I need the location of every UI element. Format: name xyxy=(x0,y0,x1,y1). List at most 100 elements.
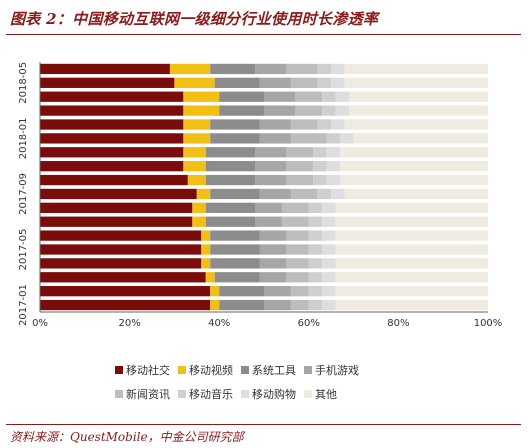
axes-group: 0% 20% 40% 60% 80% 100% 2017-01 2017-05 2017-09 2… xyxy=(18,62,502,329)
bar-segment xyxy=(335,105,350,116)
bar-segment xyxy=(349,105,488,116)
bar-segment xyxy=(205,272,215,283)
bar-segment xyxy=(40,244,202,255)
bar-segment xyxy=(205,216,256,227)
legend-item: 手机游戏 xyxy=(304,362,359,378)
x-tick-label: 20% xyxy=(118,318,140,329)
legend-row-1: 移动社交 移动视频 系统工具 手机游戏 xyxy=(115,362,435,378)
bar-segment xyxy=(331,63,345,75)
legend-label: 新闻资讯 xyxy=(126,388,170,401)
bar-segment xyxy=(290,133,327,144)
y-tick-label: 2018-01 xyxy=(18,117,29,159)
bar-segment xyxy=(183,147,206,158)
bar-segment xyxy=(331,119,345,130)
bar-segment xyxy=(281,202,309,213)
bar-segment xyxy=(40,91,184,102)
bar-segment xyxy=(308,216,323,227)
bar-segment xyxy=(344,63,488,75)
legend-item: 移动视频 xyxy=(178,362,233,378)
bar-segment xyxy=(205,147,256,158)
bar-segment xyxy=(259,119,291,130)
bar-segment xyxy=(40,216,193,227)
bar-segment xyxy=(322,216,336,227)
bar-segment xyxy=(40,133,184,144)
bar-segment xyxy=(326,161,341,172)
bar-segment xyxy=(183,119,211,130)
bar-segment xyxy=(308,286,323,297)
legend-label: 手机游戏 xyxy=(315,364,359,377)
legend-item: 移动音乐 xyxy=(178,386,233,402)
bar-segment xyxy=(313,147,327,158)
bar-segment xyxy=(192,202,206,213)
legend-item: 新闻资讯 xyxy=(115,386,170,402)
bar-segment xyxy=(201,258,211,269)
bar-segment xyxy=(340,147,488,158)
bar-segment xyxy=(290,188,318,200)
bar-segment xyxy=(313,161,327,172)
bar-segment xyxy=(259,133,291,144)
bar-segment xyxy=(40,272,206,283)
bar-segment xyxy=(255,216,282,227)
y-tick-label: 2017-05 xyxy=(18,229,29,271)
bar-segment xyxy=(326,133,341,144)
bar-segment xyxy=(290,77,318,88)
bar-segment xyxy=(210,133,260,144)
bar-segment xyxy=(353,133,488,144)
legend-swatch xyxy=(241,366,249,374)
stacked-bar-chart: 0% 20% 40% 60% 80% 100% 2017-01 2017-05 2017-09 2… xyxy=(18,62,502,329)
bar-segment xyxy=(210,188,260,200)
bar-segment xyxy=(308,258,323,269)
bar-segment xyxy=(335,286,488,297)
bar-segment xyxy=(210,258,260,269)
bar-segment xyxy=(210,244,260,255)
bar-segment xyxy=(264,299,291,311)
bar-segment xyxy=(192,216,206,227)
legend-swatch xyxy=(241,390,249,398)
bar-segment xyxy=(326,174,341,186)
x-tick-label: 0% xyxy=(32,318,48,329)
legend-swatch xyxy=(115,366,123,374)
bar-segment xyxy=(40,202,193,213)
legend-swatch xyxy=(304,366,312,374)
source-note: 资料来源：QuestMobile，中金公司研究部 xyxy=(10,430,244,444)
bar-segment xyxy=(308,299,323,311)
chart-title: 图表 2：中国移动互联网一级细分行业使用时长渗透率 xyxy=(10,10,379,28)
legend-row-2: 新闻资讯 移动音乐 移动购物 其他 xyxy=(115,386,435,402)
bar-segment xyxy=(286,63,318,75)
bar-segment xyxy=(259,230,287,241)
bar-segment xyxy=(40,77,175,88)
bar-segment xyxy=(183,161,206,172)
bar-segment xyxy=(340,133,354,144)
bar-segment xyxy=(322,202,336,213)
legend: 移动社交 移动视频 系统工具 手机游戏 新闻资讯 移动音乐 移动购物 其他 xyxy=(115,362,435,410)
bar-segment xyxy=(290,299,309,311)
bar-segment xyxy=(210,119,260,130)
legend-swatch xyxy=(178,366,186,374)
bar-segment xyxy=(196,188,211,200)
bar-segment xyxy=(322,91,336,102)
bar-segment xyxy=(322,244,336,255)
bar-segment xyxy=(40,161,184,172)
bar-segment xyxy=(210,299,220,311)
bar-segment xyxy=(40,188,197,200)
x-tick-label: 100% xyxy=(474,318,503,329)
bar-segment xyxy=(308,272,323,283)
bar-segment xyxy=(187,174,206,186)
legend-item: 系统工具 xyxy=(241,362,296,378)
bar-segment xyxy=(40,286,211,297)
bar-segment xyxy=(308,230,323,241)
bar-segment xyxy=(183,91,220,102)
bar-segment xyxy=(286,272,309,283)
bar-segment xyxy=(40,147,184,158)
bar-segment xyxy=(308,202,323,213)
bar-segment xyxy=(40,299,211,311)
bar-segment xyxy=(317,77,332,88)
bar-segment xyxy=(322,299,336,311)
bar-segment xyxy=(210,286,220,297)
legend-item: 其他 xyxy=(304,386,337,402)
bar-segment xyxy=(322,230,336,241)
bar-segment xyxy=(255,161,287,172)
bar-segment xyxy=(259,188,291,200)
bar-segment xyxy=(335,91,350,102)
bar-segment xyxy=(335,258,488,269)
